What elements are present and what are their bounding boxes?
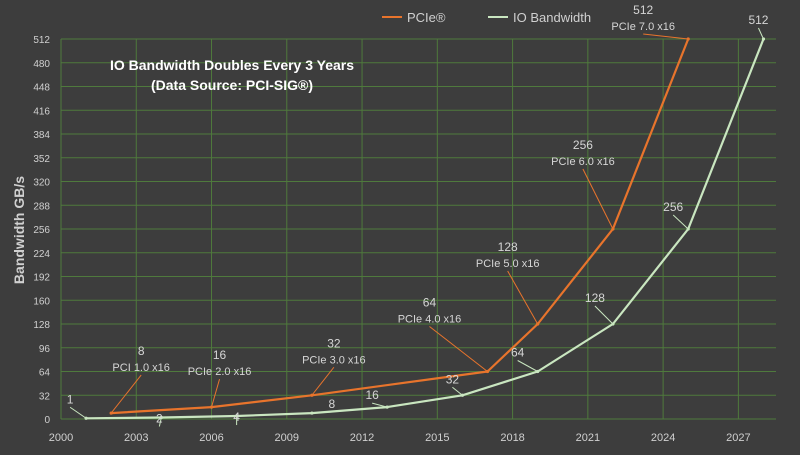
y-tick-label: 256 [33,225,50,236]
axis-ticks: 0326496128160192224256288320352384416448… [33,35,750,444]
annotation-value: 8 [138,344,145,358]
annotation-leader [672,214,689,230]
data-annotations: 8 PCI 1.0 x16 16 PCIe 2.0 x16 32 PCIe 3.0 x16… [67,3,769,427]
annotation-leader [758,27,764,40]
y-tick-label: 32 [39,391,51,402]
annotation-leader [582,168,614,230]
data-point [209,405,214,409]
annotation-label: PCIe 2.0 x16 [188,366,252,378]
annotation-value: 128 [498,240,518,254]
annotation-value: 512 [748,13,768,27]
y-tick-label: 64 [39,368,51,379]
y-tick-label: 128 [33,320,50,331]
annotation-value: 16 [213,348,227,362]
annotation-value: 1 [67,392,74,406]
annotation-leader [517,360,538,372]
annotation-leader [110,374,142,414]
x-tick-label: 2000 [49,432,73,444]
y-tick-label: 448 [33,83,50,94]
annotation-leader [452,386,463,396]
series-line-pcie [111,38,690,415]
annotation-value: 4 [233,410,240,424]
legend-label-io-bandwidth: IO Bandwidth [513,10,591,25]
annotation-value: 64 [423,296,437,310]
chart-subtitle: (Data Source: PCI-SIG®) [151,77,313,93]
annotation-value: 2 [156,412,163,426]
y-tick-label: 192 [33,273,50,284]
annotation-leader [643,33,689,40]
x-tick-label: 2012 [350,432,374,444]
x-tick-label: 2003 [124,432,148,444]
annotation-label: PCI 1.0 x16 [112,362,169,374]
x-tick-label: 2027 [726,432,750,444]
legend-item-io-bandwidth: IO Bandwidth [488,10,591,25]
legend: PCIe® IO Bandwidth [382,10,591,25]
annotation-leader [372,402,388,408]
y-tick-label: 416 [33,106,50,117]
annotation-leader [158,417,162,427]
annotation-value: 512 [633,3,653,17]
annotation-value: 32 [327,336,341,350]
annotation-value: 128 [585,291,605,305]
y-tick-label: 0 [44,415,50,426]
y-tick-label: 288 [33,201,50,212]
y-tick-label: 384 [33,130,50,141]
annotation-label: PCIe 7.0 x16 [611,21,675,33]
annotation-value: 256 [573,138,593,152]
annotation-value: 32 [446,372,460,386]
chart-title: IO Bandwidth Doubles Every 3 Years [110,57,354,73]
annotation-leader [211,378,221,408]
y-tick-label: 160 [33,296,50,307]
x-tick-label: 2006 [199,432,223,444]
annotation-leader [69,406,87,419]
annotation-leader [594,305,614,325]
annotation-leader [311,411,332,414]
y-tick-label: 480 [33,59,50,70]
series-line-io-bandwidth [86,38,765,420]
annotation-label: PCIe 3.0 x16 [302,354,366,366]
y-axis-title: Bandwidth GB/s [11,176,27,284]
x-tick-label: 2015 [425,432,449,444]
annotation-value: 256 [663,200,683,214]
annotation-label: PCIe 5.0 x16 [476,258,540,270]
legend-label-pcie: PCIe® [407,10,446,25]
annotation-label: PCIe 6.0 x16 [551,156,615,168]
x-tick-label: 2024 [651,432,675,444]
annotation-leader [311,366,335,396]
y-tick-label: 224 [33,249,50,260]
annotation-value: 64 [511,346,525,360]
annotation-value: 16 [365,388,379,402]
annotation-value: 8 [329,397,336,411]
annotation-leader [507,270,539,325]
annotation-leader [429,326,488,372]
grid-lines [60,38,776,420]
legend-item-pcie: PCIe® [382,10,446,25]
y-tick-label: 320 [33,178,50,189]
x-tick-label: 2021 [576,432,600,444]
y-tick-label: 352 [33,154,50,165]
x-tick-label: 2009 [275,432,299,444]
y-tick-label: 512 [33,35,50,46]
y-tick-label: 96 [39,344,51,355]
annotation-label: PCIe 4.0 x16 [398,314,462,326]
x-tick-label: 2018 [500,432,524,444]
